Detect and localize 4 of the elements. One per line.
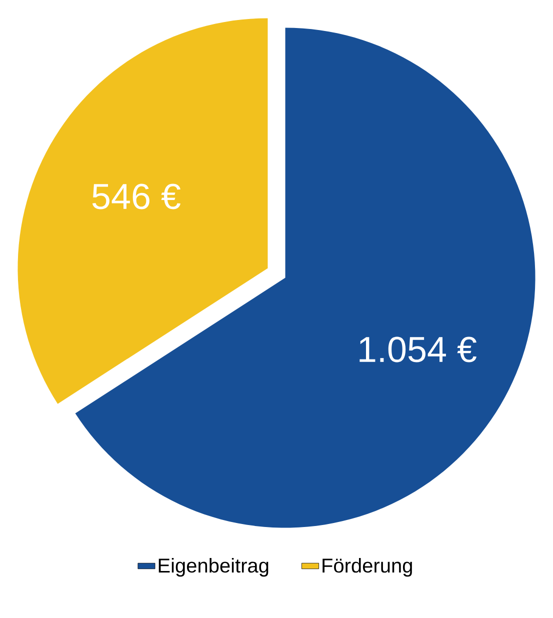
data-label: 546 € [92,184,180,210]
legend-label: Förderung [322,558,412,577]
data-label: 1.054 € [360,336,476,362]
legend-label: Eigenbeitrag [158,558,268,577]
